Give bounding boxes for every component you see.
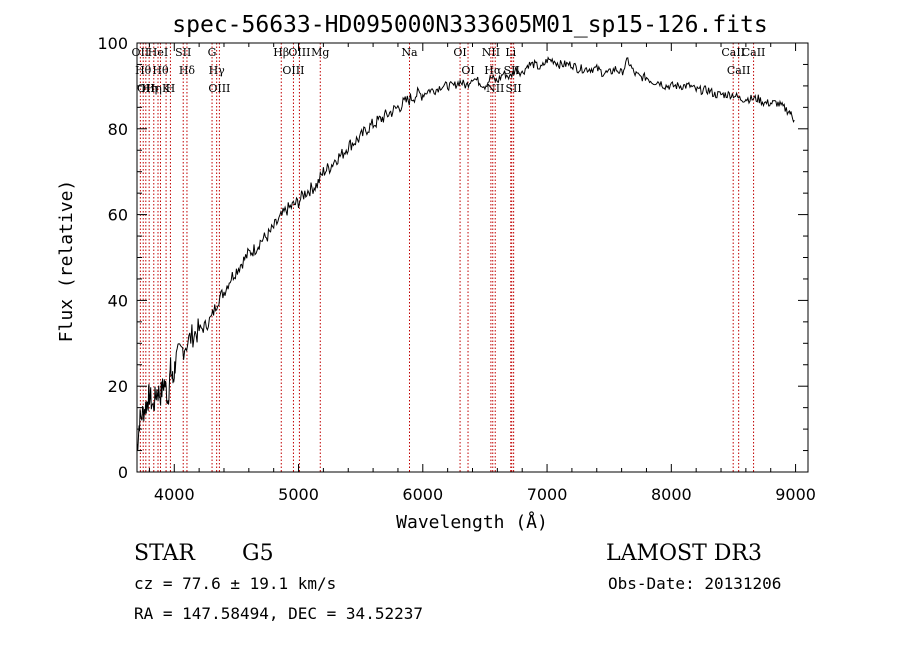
line-label-3798: Hη <box>141 82 157 95</box>
chart-title: spec-56633-HD095000N333605M01_sp15-126.f… <box>172 12 767 38</box>
line-label-6583: NII <box>486 82 504 95</box>
y-tick-label-0: 0 <box>118 463 128 482</box>
line-label-8542: CaII <box>727 64 751 77</box>
line-label-4861: Hβ <box>273 46 289 59</box>
plot-frame <box>136 42 809 473</box>
x-tick-label-9000: 9000 <box>775 485 816 504</box>
subclass: G5 <box>242 541 274 566</box>
line-label-3727: OII <box>131 46 149 59</box>
x-axis-label: Wavelength (Å) <box>396 511 548 533</box>
line-label-4102: Hδ <box>179 64 196 77</box>
line-label-6364: OI <box>461 64 474 77</box>
redshift-info: cz = 77.6 ± 19.1 km/s <box>134 574 336 593</box>
x-tick-label-8000: 8000 <box>651 485 692 504</box>
line-label-6548: NII <box>482 46 500 59</box>
y-tick-label-80: 80 <box>108 120 128 139</box>
line-label-6731: SII <box>506 82 522 95</box>
line-label-3934: K <box>162 82 171 95</box>
line-markers <box>139 43 755 472</box>
line-label-4363: OIII <box>208 82 230 95</box>
x-axis: 4000 5000 6000 7000 8000 9000 <box>148 43 816 504</box>
line-label-3771: OII <box>137 82 155 95</box>
line-label-6300: OI <box>453 46 466 59</box>
line-label-6563: Hα <box>484 64 502 77</box>
line-label-4072: SII <box>175 46 191 59</box>
x-tick-label-5000: 5000 <box>278 485 319 504</box>
y-tick-label-40: 40 <box>108 291 128 310</box>
line-label-3835: Hη <box>146 82 162 95</box>
line-label-4341: Hγ <box>209 64 226 77</box>
coordinates: RA = 147.58494, DEC = 34.52237 <box>134 604 423 623</box>
line-label-3869: HeI <box>148 46 168 59</box>
line-label-3889: Hθ <box>152 64 169 77</box>
y-tick-label-20: 20 <box>108 377 128 396</box>
x-tick-label-7000: 7000 <box>527 485 568 504</box>
y-tick-label-100: 100 <box>97 34 128 53</box>
line-label-5007: OIII <box>288 46 310 59</box>
line-label-6708: Li <box>505 46 516 59</box>
line-label-8662: CaII <box>742 46 766 59</box>
line-label-4304: G <box>208 46 217 59</box>
x-tick-label-6000: 6000 <box>402 485 443 504</box>
obs-date: Obs-Date: 20131206 <box>608 574 781 593</box>
survey-name: LAMOST DR3 <box>606 541 762 566</box>
line-label-5175: Mg <box>311 46 329 59</box>
x-tick-label-4000: 4000 <box>154 485 195 504</box>
line-label-3969: H <box>166 82 176 95</box>
line-label-5893: Na <box>401 46 418 59</box>
line-label-3750: Hθ <box>135 64 152 77</box>
y-axis-label: Flux (relative) <box>56 180 77 343</box>
y-axis: 0 20 40 60 80 100 <box>97 34 808 482</box>
line-labels: OIIHθOIIHηHηHeIHθKHSIIHδGHγOIIIHβOIIIOII… <box>131 46 765 95</box>
y-tick-label-60: 60 <box>108 206 128 225</box>
line-label-4959: OIII <box>282 64 304 77</box>
spectrum-series-line <box>136 56 795 451</box>
line-label-8498: CaII <box>721 46 745 59</box>
object-class: STAR <box>134 541 196 566</box>
